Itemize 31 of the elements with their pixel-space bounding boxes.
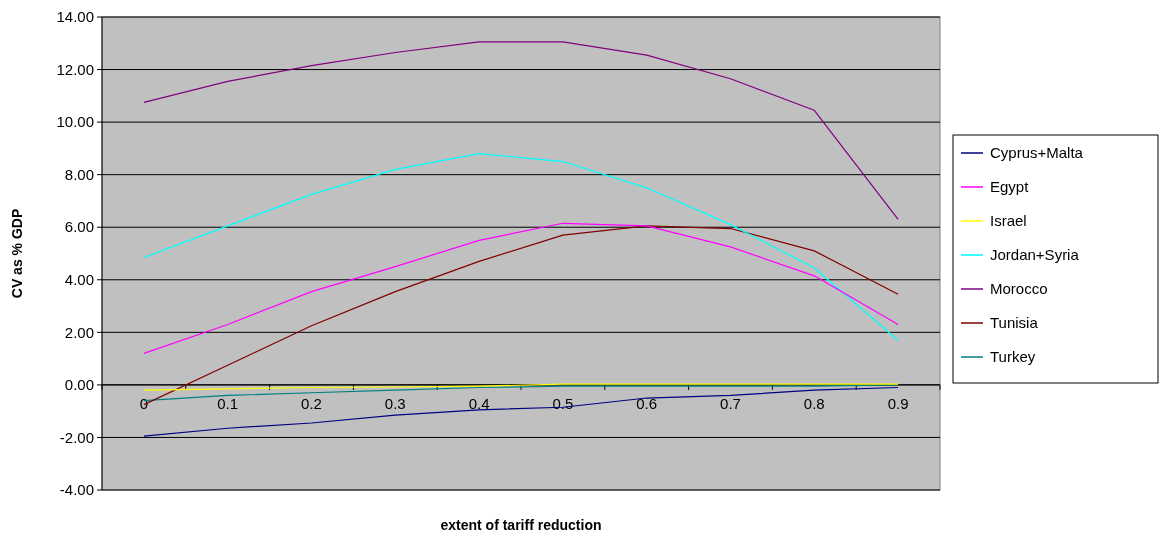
y-tick-label: 0.00	[64, 376, 94, 394]
x-tick-label: 0.8	[803, 394, 825, 412]
y-tick-label: 4.00	[64, 271, 94, 289]
legend-label: Jordan+Syria	[990, 246, 1080, 264]
line-series	[143, 383, 899, 391]
y-axis-title: CV as % GDP	[9, 208, 25, 299]
legend-label: Israel	[990, 212, 1027, 230]
x-tick-label: 0.1	[217, 394, 239, 412]
legend-label: Morocco	[990, 280, 1048, 298]
y-tick-label: -2.00	[59, 428, 94, 446]
x-tick-label: 0.6	[636, 394, 658, 412]
x-axis-title: extent of tariff reduction	[440, 517, 602, 533]
x-tick-label: 0.4	[468, 394, 490, 412]
y-tick-label: 8.00	[64, 165, 94, 183]
x-tick-label: 0.9	[887, 394, 909, 412]
line-series	[143, 222, 899, 354]
y-tick-label: 12.00	[56, 60, 94, 78]
y-tick-label: 6.00	[64, 218, 94, 236]
x-tick-label: 0.2	[301, 394, 322, 412]
legend-label: Tunisia	[990, 314, 1039, 332]
legend-label: Egypt	[990, 178, 1030, 196]
legend-label: Turkey	[990, 348, 1036, 366]
y-tick-label: 14.00	[56, 8, 94, 26]
y-tick-label: 10.00	[56, 113, 94, 131]
legend-label: Cyprus+Malta	[990, 144, 1084, 162]
y-tick-label: 2.00	[64, 323, 94, 341]
y-tick-label: -4.00	[59, 481, 94, 499]
x-tick-label: 0.7	[720, 394, 741, 412]
line-series	[143, 41, 899, 220]
line-series	[143, 153, 899, 341]
x-tick-label: 0.3	[384, 394, 406, 412]
